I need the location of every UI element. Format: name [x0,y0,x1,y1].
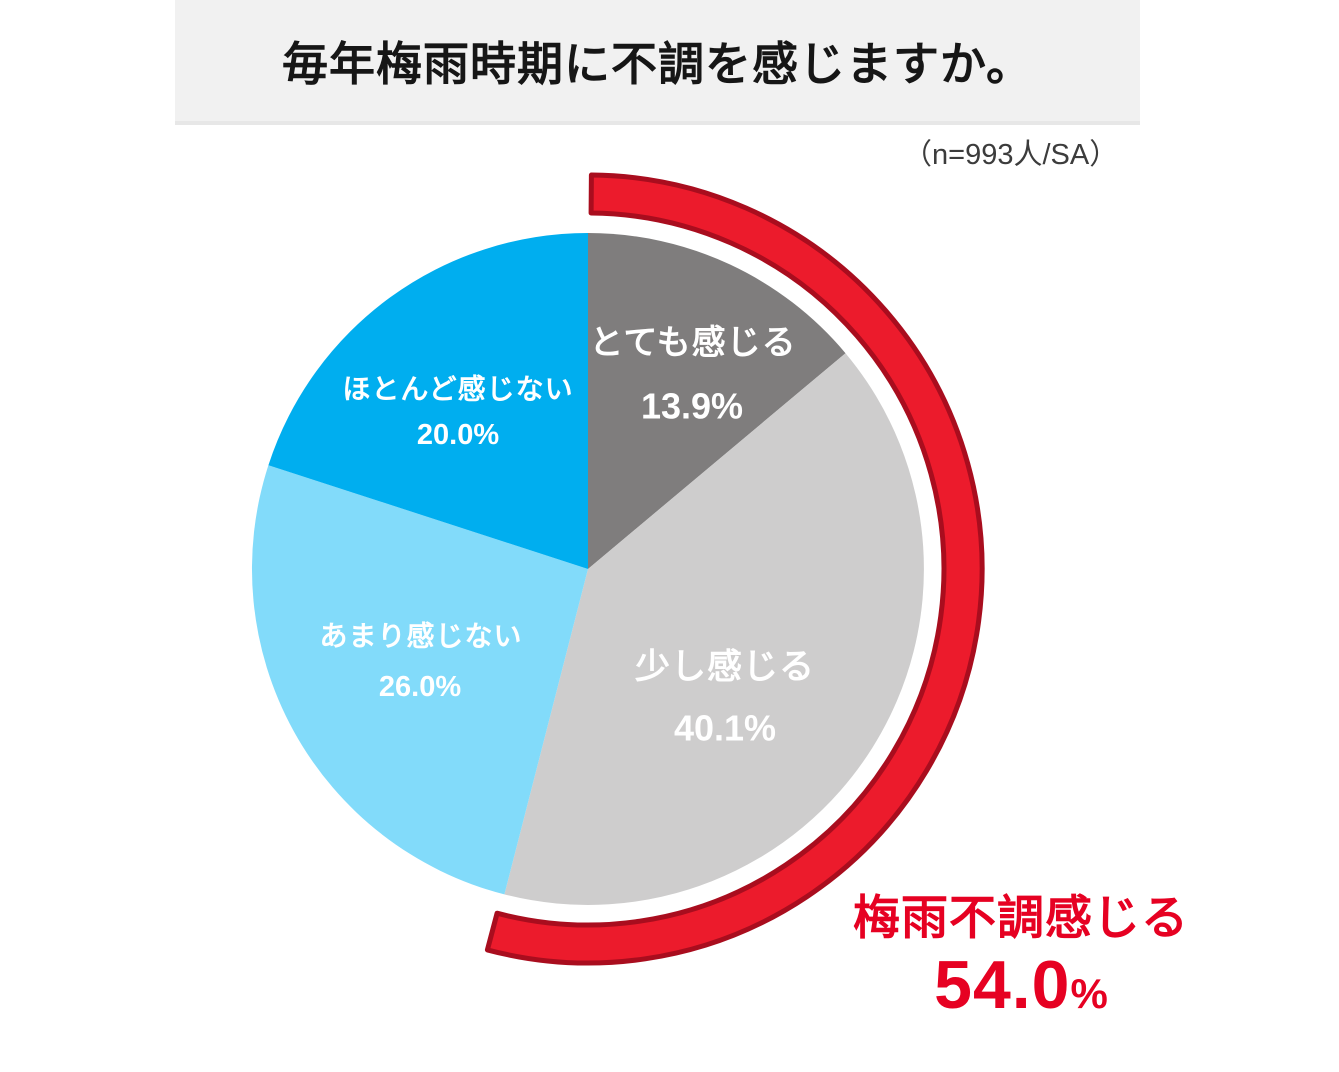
sample-size-note: （n=993人/SA） [903,139,1119,171]
pie-slice-3 [268,233,588,569]
slice-percent-2: 26.0% [379,671,461,703]
pie-slice-1 [504,353,924,905]
slice-label-0: とても感じる [589,324,796,362]
slice-label-2: あまり感じない [319,621,522,652]
highlight-annotation: 梅雨不調感じる 54.0% [845,894,1197,1019]
title-banner: 毎年梅雨時期に不調を感じますか。 [175,0,1140,125]
pie-slice-0 [588,233,846,569]
slice-percent-0: 13.9% [641,386,743,427]
highlight-value-line: 54.0% [845,951,1197,1019]
slice-label-1: 少し感じる [635,648,815,687]
highlight-arc [484,172,985,966]
highlight-label: 梅雨不調感じる [853,891,1189,944]
highlight-value: 54.0 [934,947,1071,1023]
pie-slice-2 [251,465,589,895]
chart-title: 毎年梅雨時期に不調を感じますか。 [281,37,1034,90]
highlight-unit: % [1070,970,1108,1017]
slice-label-3: ほとんど感じない [342,374,573,405]
slice-percent-3: 20.0% [417,419,499,451]
slice-percent-1: 40.1% [674,708,776,749]
